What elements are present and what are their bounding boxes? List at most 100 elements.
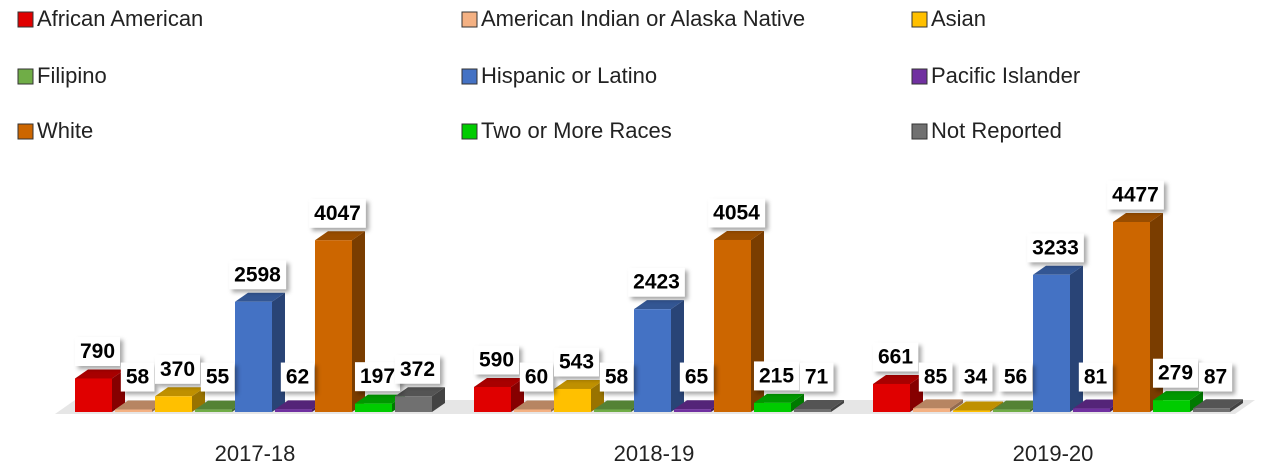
bar <box>1193 399 1243 412</box>
bar-front <box>1073 408 1110 412</box>
bar-front <box>474 386 511 412</box>
bar-top <box>794 399 844 409</box>
legend-swatch <box>17 11 34 28</box>
legend-label: African American <box>37 6 203 31</box>
data-label-box <box>1198 362 1233 392</box>
legend-label: Not Reported <box>931 118 1062 143</box>
bar-top <box>594 400 644 410</box>
bar-front <box>794 408 831 412</box>
data-label: 56 <box>1004 366 1027 389</box>
legend-label: Pacific Islander <box>931 63 1080 88</box>
bar-side <box>432 387 445 412</box>
bar-top <box>634 300 684 310</box>
data-label-box <box>753 361 800 391</box>
legend-label: Asian <box>931 6 986 31</box>
bar-front <box>195 409 232 412</box>
bar <box>913 399 963 412</box>
data-label: 60 <box>525 366 548 389</box>
bar-front <box>913 408 950 412</box>
data-label: 4477 <box>1112 184 1159 207</box>
bar-front <box>714 239 751 412</box>
bar-top <box>1193 399 1243 409</box>
bar-top <box>275 400 325 410</box>
bar-top <box>953 401 1003 411</box>
data-label-box <box>998 362 1033 392</box>
bar-top <box>514 400 564 410</box>
bar-front <box>754 402 791 412</box>
data-label-box <box>74 337 121 367</box>
data-label: 372 <box>400 358 435 381</box>
bar-front <box>1033 274 1070 412</box>
bar-top <box>75 369 125 379</box>
bar-top <box>395 387 445 397</box>
data-label: 2598 <box>234 263 281 286</box>
data-label-box <box>708 198 766 228</box>
data-label-box <box>120 362 155 392</box>
legend-label: White <box>37 118 93 143</box>
data-label: 87 <box>1204 366 1227 389</box>
bar-front <box>953 410 990 412</box>
bar-top <box>554 379 604 389</box>
x-tick-label: 2019-20 <box>1013 441 1094 466</box>
bar-top <box>355 394 405 404</box>
bar-front <box>1193 408 1230 412</box>
bar-top <box>873 374 923 384</box>
data-label-box <box>280 362 315 392</box>
bar <box>754 393 804 412</box>
data-label-box <box>872 342 919 372</box>
bar-side <box>192 387 205 412</box>
bar-front <box>674 409 711 412</box>
data-label: 215 <box>759 364 794 387</box>
x-tick-label: 2017-18 <box>215 441 296 466</box>
data-label-box <box>519 362 554 392</box>
data-label: 543 <box>559 351 594 374</box>
data-label: 62 <box>286 366 309 389</box>
bar-top <box>315 231 365 241</box>
data-label-box <box>473 345 520 375</box>
bar <box>1033 265 1083 412</box>
bar-top <box>1113 213 1163 222</box>
bar-side <box>272 292 285 412</box>
bar <box>1153 391 1203 412</box>
bar-top <box>155 387 205 397</box>
bar-top <box>195 400 245 410</box>
x-tick-label: 2018-19 <box>614 441 695 466</box>
bar <box>155 387 205 412</box>
bar-front <box>873 383 910 412</box>
bar-side <box>1230 399 1243 412</box>
bar-front <box>634 309 671 412</box>
legend-swatch <box>461 123 478 140</box>
bar-side <box>990 401 1003 412</box>
legend-swatch <box>911 68 928 85</box>
bar-top <box>993 400 1043 410</box>
data-label: 279 <box>1158 362 1193 385</box>
data-label-box <box>229 260 287 290</box>
bar-front <box>395 396 432 412</box>
bar <box>235 292 285 412</box>
legend-label: Two or More Races <box>481 118 672 143</box>
data-label-box <box>1027 233 1084 263</box>
bar-front <box>235 301 272 412</box>
bar-side <box>831 399 844 412</box>
bar-top <box>714 230 764 240</box>
data-label: 590 <box>479 349 514 372</box>
legend-swatch <box>17 123 34 140</box>
bar-front <box>275 409 312 412</box>
data-label: 197 <box>360 365 395 388</box>
data-label-box <box>1152 358 1199 388</box>
bar-front <box>993 409 1030 412</box>
bar <box>794 399 844 412</box>
bar-top <box>913 399 963 409</box>
data-label: 4054 <box>713 201 760 224</box>
data-label: 3233 <box>1032 236 1079 259</box>
bar-front <box>75 378 112 412</box>
bar <box>395 387 445 412</box>
data-label: 55 <box>206 366 230 389</box>
data-label: 58 <box>605 366 629 389</box>
legend-label: Filipino <box>37 63 107 88</box>
bar-side <box>950 399 963 412</box>
bar <box>75 369 125 412</box>
bar <box>634 300 684 412</box>
bar-top <box>1033 265 1083 275</box>
